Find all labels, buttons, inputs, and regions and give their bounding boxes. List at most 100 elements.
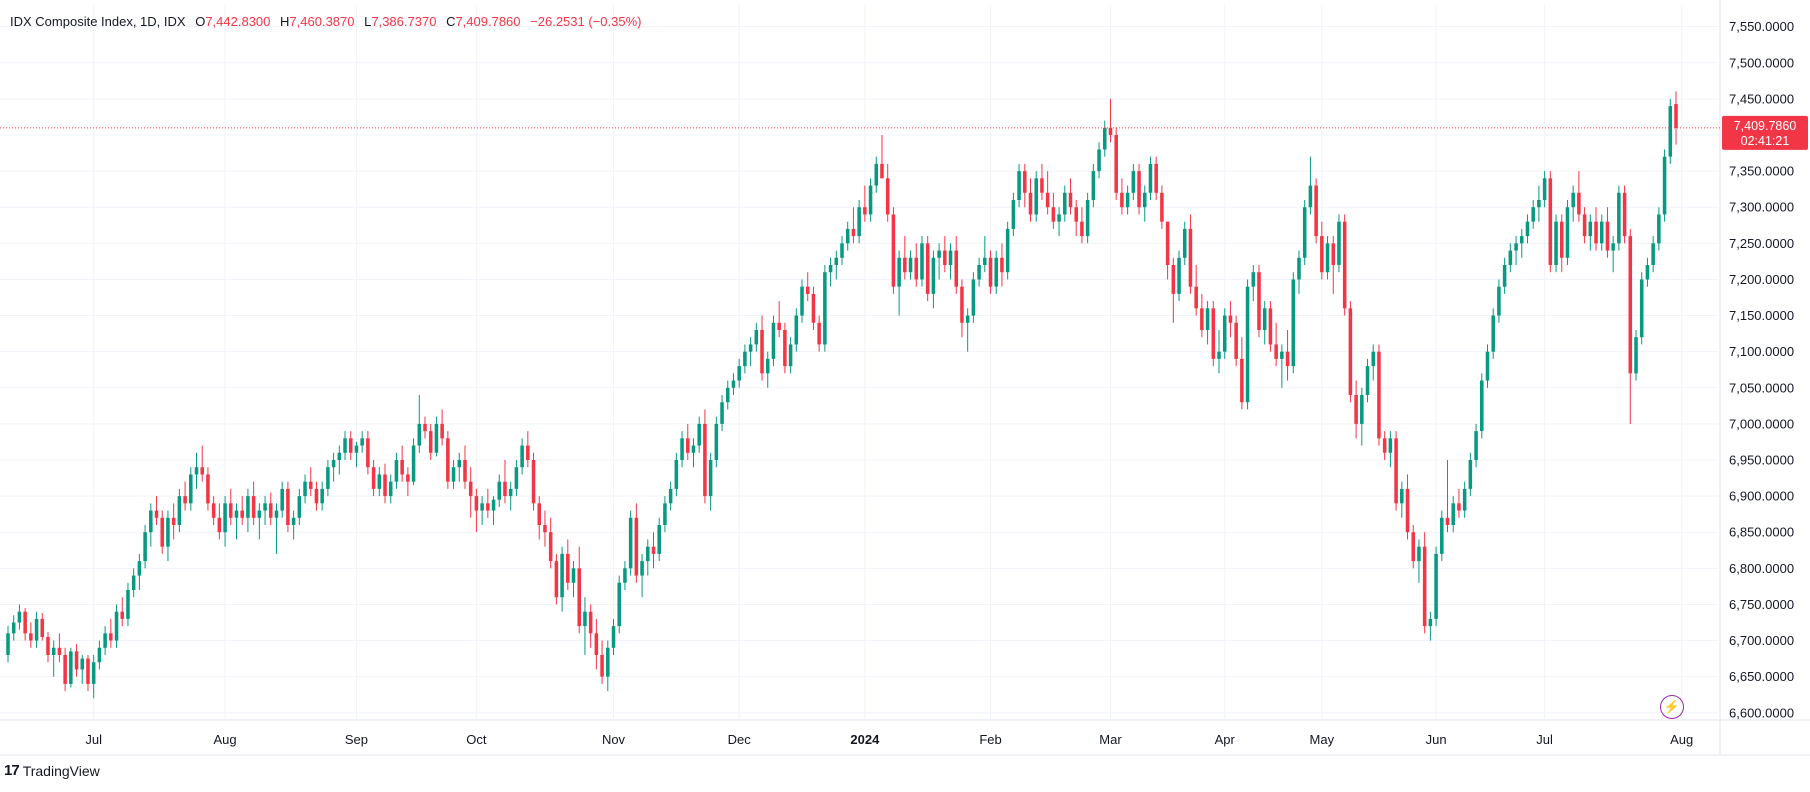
candle-body [1519,236,1524,244]
candle [440,409,444,446]
time-axis[interactable]: Jul Aug Sep Oct Nov Dec 2024 Feb Mar Apr May Jun Jul… [85,732,1693,747]
candle-body [1617,192,1621,244]
candle [1040,163,1044,200]
candle-body [760,330,764,374]
candle [303,474,307,504]
lightning-bolt-icon[interactable]: ⚡ [1660,695,1684,719]
candle [1325,236,1330,280]
candle-body [1514,243,1518,251]
candle [1091,163,1096,208]
candle [377,467,382,497]
candle-body [74,651,79,670]
candle [606,640,610,692]
candle [526,431,530,468]
candle-body [514,467,519,489]
candle-body [617,582,621,627]
candle [1308,156,1313,215]
candle [1068,178,1073,215]
candle-body [326,467,330,489]
tradingview-logo[interactable]: 17 TradingView [4,762,100,779]
candle-body [526,445,530,460]
candle [1023,163,1027,208]
candle [1434,546,1438,627]
candle-body [1080,221,1084,237]
candle-body [337,452,342,460]
candle [1668,98,1673,164]
candle-body [1205,308,1210,330]
candle [1462,481,1467,518]
candle [1377,344,1381,446]
low-key: L [364,14,372,29]
candle-body [960,286,964,323]
candle [1063,185,1067,222]
candle-body [771,322,776,359]
candle-body [994,257,999,287]
candle-body [491,499,496,511]
candle [1554,214,1558,273]
candle [274,503,279,554]
candle [463,445,467,489]
candle [1314,178,1318,244]
candle-body [308,481,313,489]
candle-body [268,503,273,518]
candle [1200,293,1204,338]
candle-body [783,330,787,367]
candle-body [1325,243,1330,273]
candle [160,510,165,554]
candle-body [634,517,639,576]
candle-body [794,315,799,345]
candle-body [177,496,182,525]
candle [286,481,290,533]
candle [1457,488,1461,518]
candle [394,452,399,489]
candle [1525,214,1530,244]
candle [51,640,56,677]
candle-body [1291,279,1296,367]
candle-body [194,467,199,475]
candle-body [566,553,570,583]
candle [988,250,993,294]
candle-body [171,517,176,525]
candle-body [1320,236,1324,273]
candle [211,496,216,525]
candle-body [251,496,256,518]
candle [1211,301,1216,367]
candle [263,496,267,525]
candle [903,236,907,280]
candle-body [229,503,233,518]
candle [29,622,33,648]
last-price-badge [1722,115,1808,150]
candle-body [1102,127,1107,150]
candle-body [805,286,810,294]
candle [1491,308,1495,359]
candle [480,496,484,525]
candle-body [303,481,307,497]
candle [1297,250,1301,294]
candle [805,272,810,302]
candle-body [1097,149,1101,172]
candle [1645,257,1650,287]
candle [166,510,170,562]
candle-body [1457,503,1461,511]
candle-body [503,481,507,497]
candle [400,445,404,482]
candle-body [354,445,359,453]
candle [1131,163,1136,200]
candle-body [1468,460,1473,489]
candle-body [1125,192,1130,208]
candle-body [1331,243,1336,265]
candle [1417,539,1421,583]
x-tick-label: Aug [213,732,236,747]
candle [1137,163,1141,215]
candle-body [497,481,502,500]
candle-body [91,662,96,684]
candle [634,503,639,583]
candle [1519,228,1524,258]
price-axis[interactable]: 6,600.0000 6,650.0000 6,700.0000 6,750.0000… [1729,19,1794,720]
candle-body [411,445,416,482]
candle [114,604,119,648]
candle-body [943,250,947,265]
candle-body [697,423,701,446]
